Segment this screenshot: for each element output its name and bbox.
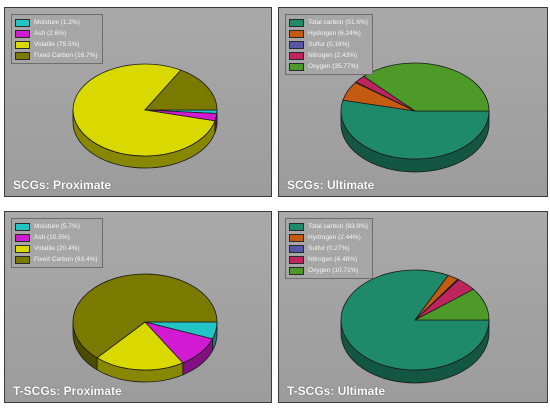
legend: Moisture (5.7%) Ash (10.5%) Volatile (20.4… bbox=[11, 218, 103, 268]
legend-swatch bbox=[15, 40, 30, 49]
legend-label: Sulfur (0.27%) bbox=[308, 245, 350, 252]
legend-swatch bbox=[15, 51, 30, 60]
pie-slice bbox=[144, 69, 218, 111]
legend-item: Ash (2.6%) bbox=[15, 28, 98, 39]
pie-chart bbox=[340, 62, 490, 173]
chart-title: T-SCGs: Proximate bbox=[13, 384, 122, 398]
chart-panel-scgs-proximate: Moisture (1.2%) Ash (2.6%) Volatile (79.5%… bbox=[4, 7, 272, 197]
pie-chart bbox=[340, 269, 490, 384]
legend-item: Moisture (5.7%) bbox=[15, 221, 98, 232]
legend-item: Total carbon (83.9%) bbox=[289, 221, 368, 232]
legend-swatch bbox=[15, 29, 30, 38]
legend-swatch bbox=[289, 222, 304, 231]
legend: Total carbon (51.6%) Hydrogen (6.24%) Sulf… bbox=[285, 14, 373, 75]
legend-label: Nitrogen (4.48%) bbox=[308, 256, 358, 263]
pie-tops bbox=[340, 62, 490, 160]
legend-item: Moisture (1.2%) bbox=[15, 17, 98, 28]
chart-title: T-SCGs: Ultimate bbox=[287, 384, 386, 398]
chart-title: SCGs: Ultimate bbox=[287, 178, 375, 192]
legend-label: Oxygen (35.77%) bbox=[308, 63, 359, 70]
legend-item: Oxygen (10.71%) bbox=[289, 265, 368, 276]
legend-label: Sulfur (0.16%) bbox=[308, 41, 350, 48]
legend-label: Fixed Carbon (16.7%) bbox=[34, 52, 98, 59]
legend-swatch bbox=[289, 255, 304, 264]
legend-swatch bbox=[289, 233, 304, 242]
legend-swatch bbox=[15, 222, 30, 231]
legend-swatch bbox=[289, 18, 304, 27]
pie-chart bbox=[72, 63, 218, 169]
legend-label: Hydrogen (6.24%) bbox=[308, 30, 361, 37]
pie-slice bbox=[96, 321, 184, 371]
legend-label: Total carbon (51.6%) bbox=[308, 19, 368, 26]
legend-label: Volatile (79.5%) bbox=[34, 41, 80, 48]
legend-label: Oxygen (10.71%) bbox=[308, 267, 359, 274]
legend-swatch bbox=[15, 18, 30, 27]
pie-tops bbox=[72, 273, 218, 371]
legend-item: Nitrogen (2.43%) bbox=[289, 50, 368, 61]
legend-label: Hydrogen (2.44%) bbox=[308, 234, 361, 241]
legend: Total carbon (83.9%) Hydrogen (2.44%) Sulf… bbox=[285, 218, 373, 279]
legend-item: Oxygen (35.77%) bbox=[289, 61, 368, 72]
legend-label: Nitrogen (2.43%) bbox=[308, 52, 358, 59]
pie-slice bbox=[362, 62, 490, 112]
chart-panel-tscgs-proximate: Moisture (5.7%) Ash (10.5%) Volatile (20.4… bbox=[4, 211, 272, 403]
legend-label: Fixed Carbon (63.4%) bbox=[34, 256, 98, 263]
legend-item: Fixed Carbon (63.4%) bbox=[15, 254, 98, 265]
legend-swatch bbox=[15, 255, 30, 264]
legend-label: Ash (10.5%) bbox=[34, 234, 70, 241]
legend-swatch bbox=[289, 51, 304, 60]
legend-item: Hydrogen (2.44%) bbox=[289, 232, 368, 243]
pie-slice bbox=[414, 288, 490, 321]
legend-swatch bbox=[289, 244, 304, 253]
legend-label: Ash (2.6%) bbox=[34, 30, 67, 37]
legend-item: Ash (10.5%) bbox=[15, 232, 98, 243]
chart-panel-scgs-ultimate: Total carbon (51.6%) Hydrogen (6.24%) Sulf… bbox=[278, 7, 548, 197]
legend: Moisture (1.2%) Ash (2.6%) Volatile (79.5%… bbox=[11, 14, 103, 64]
chart-panel-tscgs-ultimate: Total carbon (83.9%) Hydrogen (2.44%) Sulf… bbox=[278, 211, 548, 403]
pie-tops bbox=[340, 269, 490, 371]
legend-swatch bbox=[15, 244, 30, 253]
legend-label: Volatile (20.4%) bbox=[34, 245, 80, 252]
legend-label: Total carbon (83.9%) bbox=[308, 223, 368, 230]
legend-item: Volatile (79.5%) bbox=[15, 39, 98, 50]
legend-item: Sulfur (0.27%) bbox=[289, 243, 368, 254]
legend-item: Fixed Carbon (16.7%) bbox=[15, 50, 98, 61]
chart-title: SCGs: Proximate bbox=[13, 178, 112, 192]
legend-label: Moisture (1.2%) bbox=[34, 19, 80, 26]
legend-item: Nitrogen (4.48%) bbox=[289, 254, 368, 265]
legend-swatch bbox=[289, 29, 304, 38]
legend-label: Moisture (5.7%) bbox=[34, 223, 80, 230]
legend-swatch bbox=[289, 266, 304, 275]
pie-slice bbox=[340, 99, 490, 160]
legend-swatch bbox=[15, 233, 30, 242]
legend-swatch bbox=[289, 40, 304, 49]
legend-item: Total carbon (51.6%) bbox=[289, 17, 368, 28]
legend-swatch bbox=[289, 62, 304, 71]
legend-item: Sulfur (0.16%) bbox=[289, 39, 368, 50]
legend-item: Hydrogen (6.24%) bbox=[289, 28, 368, 39]
pie-slice bbox=[72, 63, 216, 157]
pie-tops bbox=[72, 63, 218, 157]
pie-chart bbox=[72, 273, 218, 383]
pie-slice bbox=[72, 273, 218, 359]
legend-item: Volatile (20.4%) bbox=[15, 243, 98, 254]
